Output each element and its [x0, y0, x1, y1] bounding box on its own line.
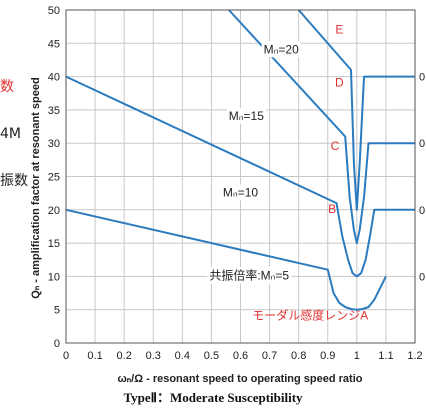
figure-caption: TypeⅡ：Moderate Susceptibility [123, 390, 303, 405]
x-axis-title: ωₙ/Ω - resonant speed to operating speed… [118, 373, 363, 385]
series-line-3 [297, 9, 415, 211]
x-tick-label-12: 1.2 [407, 350, 422, 362]
series-label-bg-0 [261, 41, 302, 58]
y-tick-label-3: 15 [48, 238, 60, 250]
y-tick-label-10: 50 [48, 5, 60, 17]
region-label-0: E [335, 22, 343, 36]
right-edge-label-2: 0. [419, 205, 426, 217]
y-tick-label-8: 40 [48, 72, 60, 84]
left-fragment-2: 4M [0, 126, 21, 142]
left-fragment-3: 振数 [0, 173, 28, 189]
x-tick-label-2: 0.2 [117, 350, 132, 362]
y-tick-label-0: 0 [54, 338, 60, 350]
series-line-2 [228, 9, 415, 245]
series-label-2: Mₙ=10 [223, 185, 258, 199]
x-tick-label-1: 0.1 [87, 350, 102, 362]
x-tick-label-6: 0.6 [233, 350, 248, 362]
tick-labels: 0 0.1 0.2 0.3 0.4 0.5 0.6 0.7 0.8 0.9 1 1.1 1.2 0 5 10 1… [48, 5, 423, 362]
region-label-4: モーダル感度レンジA [252, 308, 368, 323]
y-tick-label-6: 30 [48, 138, 60, 150]
series-label-bg-3 [207, 266, 292, 284]
region-label-2: C [331, 139, 340, 153]
series-label-1: Mₙ=15 [229, 109, 264, 123]
region-label-3: B [328, 202, 336, 216]
chart-labels: Mₙ=20 Mₙ=15 Mₙ=10 共振倍率:Mₙ=5 E D C B モーダル感度レンジA 0.… [207, 22, 426, 323]
y-tick-label-5: 25 [48, 172, 60, 184]
right-edge-label-3: 0. [419, 271, 426, 283]
x-tick-label-8: 0.8 [291, 350, 306, 362]
series-label-0: Mₙ=20 [264, 42, 299, 56]
series-line-0 [65, 208, 387, 311]
series-label-bg-1 [226, 107, 267, 124]
series-label-3: 共振倍率:Mₙ=5 [209, 268, 289, 283]
x-tick-label-4: 0.4 [175, 350, 190, 362]
y-tick-label-1: 5 [54, 305, 60, 317]
x-tick-label-9: 0.9 [320, 350, 335, 362]
amplification-chart: Mₙ=20 Mₙ=15 Mₙ=10 共振倍率:Mₙ=5 E D C B モーダル感度レンジA 0.… [30, 5, 426, 385]
x-tick-label-5: 0.5 [204, 350, 219, 362]
right-edge-label-1: 0. [419, 138, 426, 150]
y-tick-label-7: 35 [48, 105, 60, 117]
y-tick-label-9: 45 [48, 38, 60, 50]
plot-frame [65, 9, 416, 344]
series-lines [65, 9, 415, 311]
x-tick-label-3: 0.3 [146, 350, 161, 362]
y-axis-title: Qₙ - amplification factor at resonant sp… [30, 77, 42, 298]
x-tick-label-0: 0 [63, 350, 69, 362]
left-fragment-1: 数 [0, 79, 14, 95]
x-tick-label-11: 1.1 [378, 350, 393, 362]
series-line-1 [65, 75, 415, 278]
region-label-1: D [335, 76, 344, 90]
right-edge-label-0: 0. [419, 72, 426, 84]
y-tick-label-4: 20 [48, 205, 60, 217]
grid [65, 9, 416, 344]
y-tick-label-2: 10 [48, 271, 60, 283]
series-label-bg-2 [220, 184, 261, 201]
x-tick-label-7: 0.7 [262, 350, 277, 362]
x-tick-label-10: 1 [354, 350, 360, 362]
